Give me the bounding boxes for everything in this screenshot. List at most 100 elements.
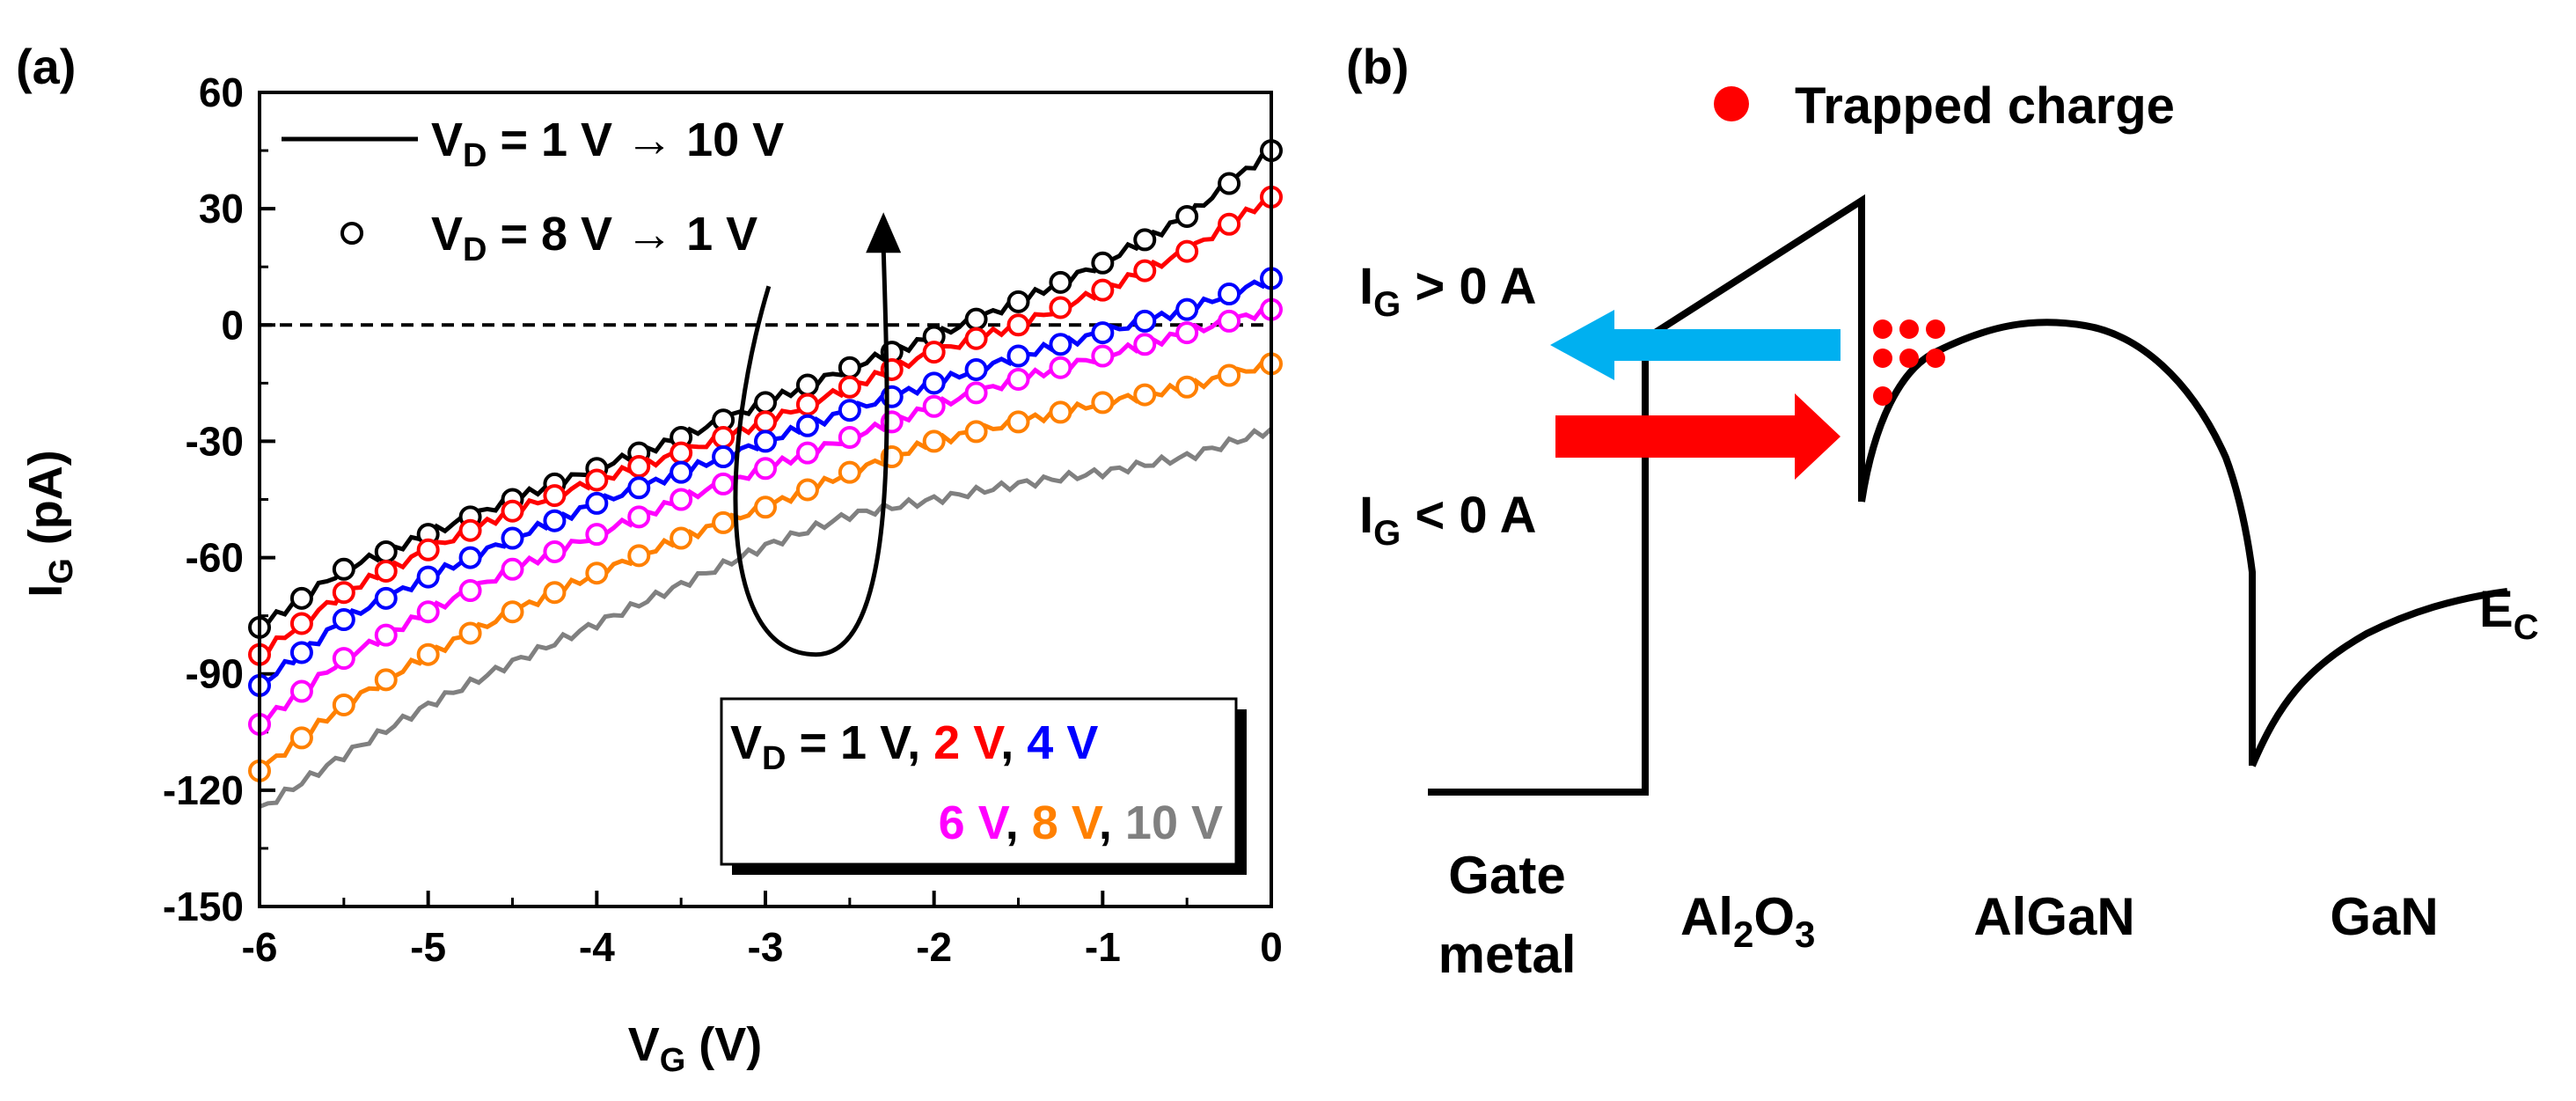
series-marker	[754, 410, 777, 434]
series-marker	[964, 420, 988, 444]
series-marker	[838, 375, 861, 399]
series-marker	[416, 538, 440, 562]
series-marker	[1175, 204, 1199, 228]
series-marker	[754, 495, 777, 519]
series-marker	[1091, 344, 1115, 368]
layer-al2o3: Al2O3	[1680, 887, 1815, 955]
series-marker	[585, 523, 609, 547]
hysteresis-loop-arrow	[733, 212, 902, 657]
legend-run: ,	[1099, 796, 1125, 849]
series-marker	[1175, 375, 1199, 399]
layer-gate-metal-line1: Gate	[1448, 846, 1565, 905]
negative-gate-current-arrow	[1555, 393, 1841, 480]
legend-run: 4 V	[1027, 716, 1098, 769]
trapped-charge-legend-dot	[1714, 86, 1749, 121]
series-marker	[1175, 297, 1199, 321]
layer-algan: AlGaN	[1973, 887, 2134, 946]
x-tick-label: -5	[410, 924, 446, 970]
series-marker	[1049, 356, 1072, 379]
legend-run: 6 V	[939, 796, 1010, 849]
series-marker	[1091, 251, 1115, 275]
series-marker	[964, 307, 988, 331]
band-diagram: Trapped charge IG > 0 A IG < 0 A EC Gate…	[1359, 77, 2539, 984]
series-marker	[922, 341, 946, 364]
series-marker	[416, 642, 440, 666]
series-marker	[627, 505, 651, 529]
series-marker	[670, 460, 693, 484]
series-marker	[416, 565, 440, 589]
series-marker	[1006, 367, 1030, 391]
trapped-charges	[1873, 319, 1945, 406]
series-marker	[501, 600, 524, 624]
y-tick-label: -90	[186, 651, 244, 697]
legend-run: 1 V	[840, 716, 911, 769]
x-tick-label: -6	[242, 924, 278, 970]
legend-box	[720, 697, 1238, 866]
positive-gate-current-arrow	[1550, 310, 1841, 380]
series-marker	[1133, 228, 1157, 252]
x-tick-label: -3	[748, 924, 784, 970]
series-marker	[585, 491, 609, 515]
series-marker	[795, 478, 819, 502]
tick-label-layer: -6 -5 -4 -3 -2 -1 0 -150 -120 -90 -60 -30 0 30 60	[163, 70, 1283, 970]
ec-label: EC	[2479, 581, 2539, 647]
legend-run: ,	[907, 716, 933, 769]
y-tick-label: 30	[199, 186, 244, 231]
series-marker	[795, 441, 819, 465]
series-marker	[964, 381, 988, 405]
series-marker	[922, 429, 946, 453]
trapped-charge	[1873, 386, 1892, 406]
series-marker	[1006, 344, 1030, 368]
series-marker	[922, 394, 946, 418]
sweep-legend: VD = 1 V → 10 V VD = 8 V → 1 V	[282, 114, 784, 268]
series-marker	[501, 557, 524, 581]
series-marker	[964, 357, 988, 381]
series-marker	[670, 526, 693, 550]
trapped-charge	[1899, 319, 1919, 339]
y-tick-label: 0	[221, 302, 244, 348]
plot-frame	[258, 91, 1273, 908]
series-marker	[374, 668, 398, 692]
series-marker	[585, 562, 609, 585]
trapped-charge-legend-label: Trapped charge	[1795, 77, 2175, 135]
series-marker	[332, 557, 355, 581]
series-line	[259, 427, 1273, 809]
series-marker	[1175, 239, 1199, 263]
series-marker	[754, 429, 777, 453]
vd-legend-row2: 6 V, 8 V, 10 V	[939, 796, 1223, 849]
y-tick-label: -120	[163, 767, 244, 813]
series-marker	[838, 460, 861, 484]
series-marker	[1133, 383, 1157, 407]
gan-well-curve	[2249, 588, 2508, 767]
series-marker	[289, 641, 313, 664]
series-marker	[501, 499, 524, 523]
series-marker	[838, 399, 861, 422]
series-marker	[1091, 321, 1115, 345]
x-tick-label: -1	[1085, 924, 1121, 970]
series-marker	[1133, 333, 1157, 356]
ig-positive-label: IG > 0 A	[1359, 258, 1536, 324]
series-marker	[754, 391, 777, 415]
series-marker	[795, 414, 819, 437]
series-marker	[712, 445, 735, 469]
series-marker	[289, 726, 313, 750]
series-marker	[712, 426, 735, 450]
series-marker	[1049, 333, 1072, 356]
series-marker	[1218, 363, 1241, 387]
y-tick-label: -30	[186, 418, 244, 464]
series-marker	[670, 488, 693, 511]
vd-color-legend: VD = 1 V, 2 V, 4 V 6 V, 8 V, 10 V	[720, 697, 1247, 875]
series-marker	[712, 472, 735, 495]
series-marker	[627, 544, 651, 568]
trapped-charge	[1926, 349, 1945, 368]
legend-line-label: VD = 1 V → 10 V	[431, 114, 784, 174]
ig-negative-label: IG < 0 A	[1359, 487, 1536, 553]
series-marker	[670, 441, 693, 465]
y-tick-label: 60	[199, 70, 244, 115]
series-marker	[1006, 313, 1030, 337]
series-marker	[332, 608, 355, 632]
series-marker	[289, 612, 313, 635]
series-marker	[1218, 172, 1241, 195]
layer-gate-metal-line2: metal	[1438, 925, 1577, 984]
algan-barrier-curve	[1858, 319, 2256, 766]
